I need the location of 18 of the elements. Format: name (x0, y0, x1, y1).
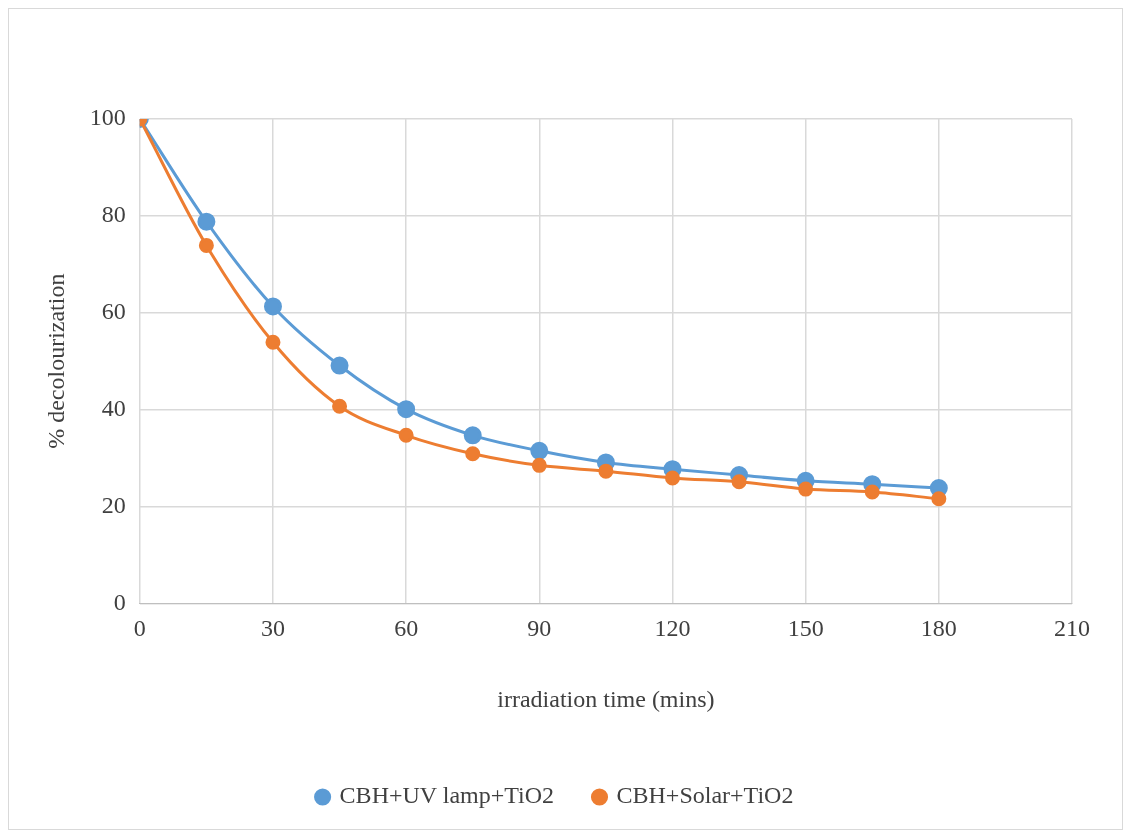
x-tick-label: 120 (654, 615, 691, 642)
x-axis-title: irradiation time (mins) (497, 685, 715, 712)
y-tick-label: 20 (101, 491, 126, 518)
x-tick-label: 0 (133, 615, 146, 642)
y-tick-label: 80 (101, 201, 126, 228)
y-axis-title: % decolourization (42, 273, 69, 449)
x-tick-label: 180 (920, 615, 957, 642)
legend-label: CBH+Solar+TiO2 (616, 782, 794, 809)
x-tick-label: 90 (527, 615, 552, 642)
x-tick-label: 150 (787, 615, 824, 642)
legend-label: CBH+UV lamp+TiO2 (339, 782, 555, 809)
y-tick-label: 0 (113, 588, 126, 615)
x-tick-label: 210 (1054, 615, 1090, 642)
y-tick-label: 100 (89, 104, 126, 131)
x-tick-label: 60 (394, 615, 419, 642)
y-tick-label: 40 (101, 394, 126, 421)
x-tick-label: 30 (260, 615, 285, 642)
y-tick-label: 60 (101, 298, 126, 325)
